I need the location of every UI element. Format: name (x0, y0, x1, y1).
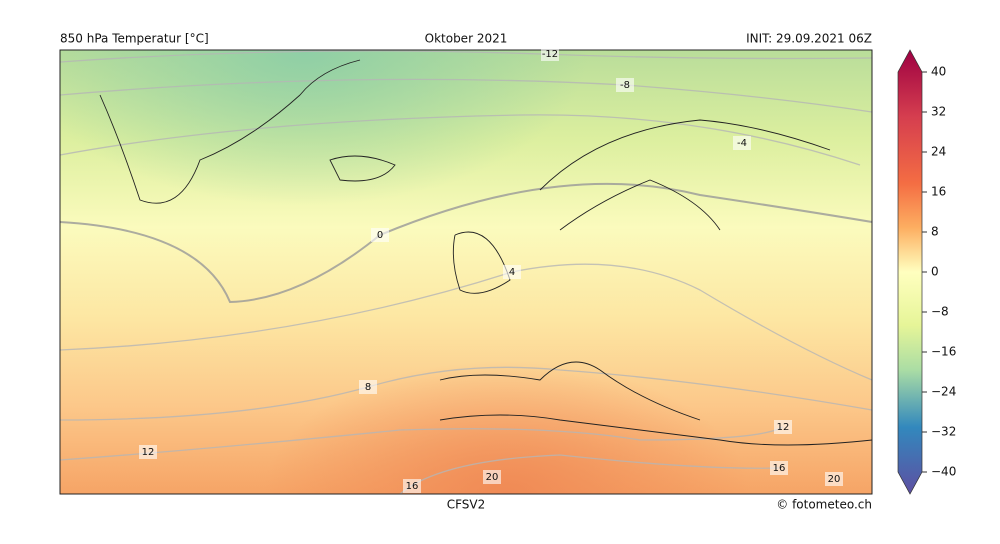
contour-label-bg (403, 479, 421, 493)
contour-label: 8 (365, 382, 371, 393)
map-frame (59, 49, 873, 495)
contour-label-bg (503, 265, 521, 279)
colorbar (897, 49, 923, 495)
colorbar-tick-label: −40 (931, 465, 956, 479)
contour-label-bg (616, 78, 634, 92)
colorbar-tick-label: 32 (931, 105, 946, 119)
contour-label-bg (483, 470, 501, 484)
colorbar-tick-label: −16 (931, 345, 956, 359)
colorbar-tick-label: 0 (931, 265, 939, 279)
contour-label: 12 (142, 447, 155, 458)
colorbar-tick-label: 24 (931, 145, 946, 159)
map-period: Oktober 2021 (425, 32, 508, 46)
contour-label-bg (371, 228, 389, 242)
contour-label: 12 (777, 422, 790, 433)
contour-label: 16 (773, 463, 786, 474)
contour-label-bg (359, 380, 377, 394)
colorbar-tick-label: 8 (931, 225, 939, 239)
contour-label-bg (770, 461, 788, 475)
contour-label-bg (774, 420, 792, 434)
contour-label-bg (733, 136, 751, 150)
contour-label: 4 (509, 267, 515, 278)
contour-label: 16 (406, 481, 419, 492)
contour-label-bg (825, 472, 843, 486)
model-name: CFSV2 (447, 498, 486, 512)
colorbar-tick-label: −8 (931, 305, 949, 319)
colorbar-tick-label: 16 (931, 185, 946, 199)
contour-label: -8 (620, 80, 630, 91)
contour-label: 0 (377, 230, 383, 241)
contour-label: 20 (486, 472, 499, 483)
credit: © fotometeo.ch (776, 498, 872, 512)
colorbar-tick-label: −24 (931, 385, 956, 399)
map-init: INIT: 29.09.2021 06Z (746, 32, 872, 46)
contour-label: -4 (737, 138, 747, 149)
map-title: 850 hPa Temperatur [°C] (60, 32, 209, 46)
colorbar-tick-label: 40 (931, 65, 946, 79)
contour-label: 20 (828, 474, 841, 485)
colorbar-tick-label: −32 (931, 425, 956, 439)
contour-label-bg (139, 445, 157, 459)
contour-label: -12 (542, 49, 558, 60)
map (59, 50, 873, 495)
contour-label-bg (541, 47, 559, 61)
